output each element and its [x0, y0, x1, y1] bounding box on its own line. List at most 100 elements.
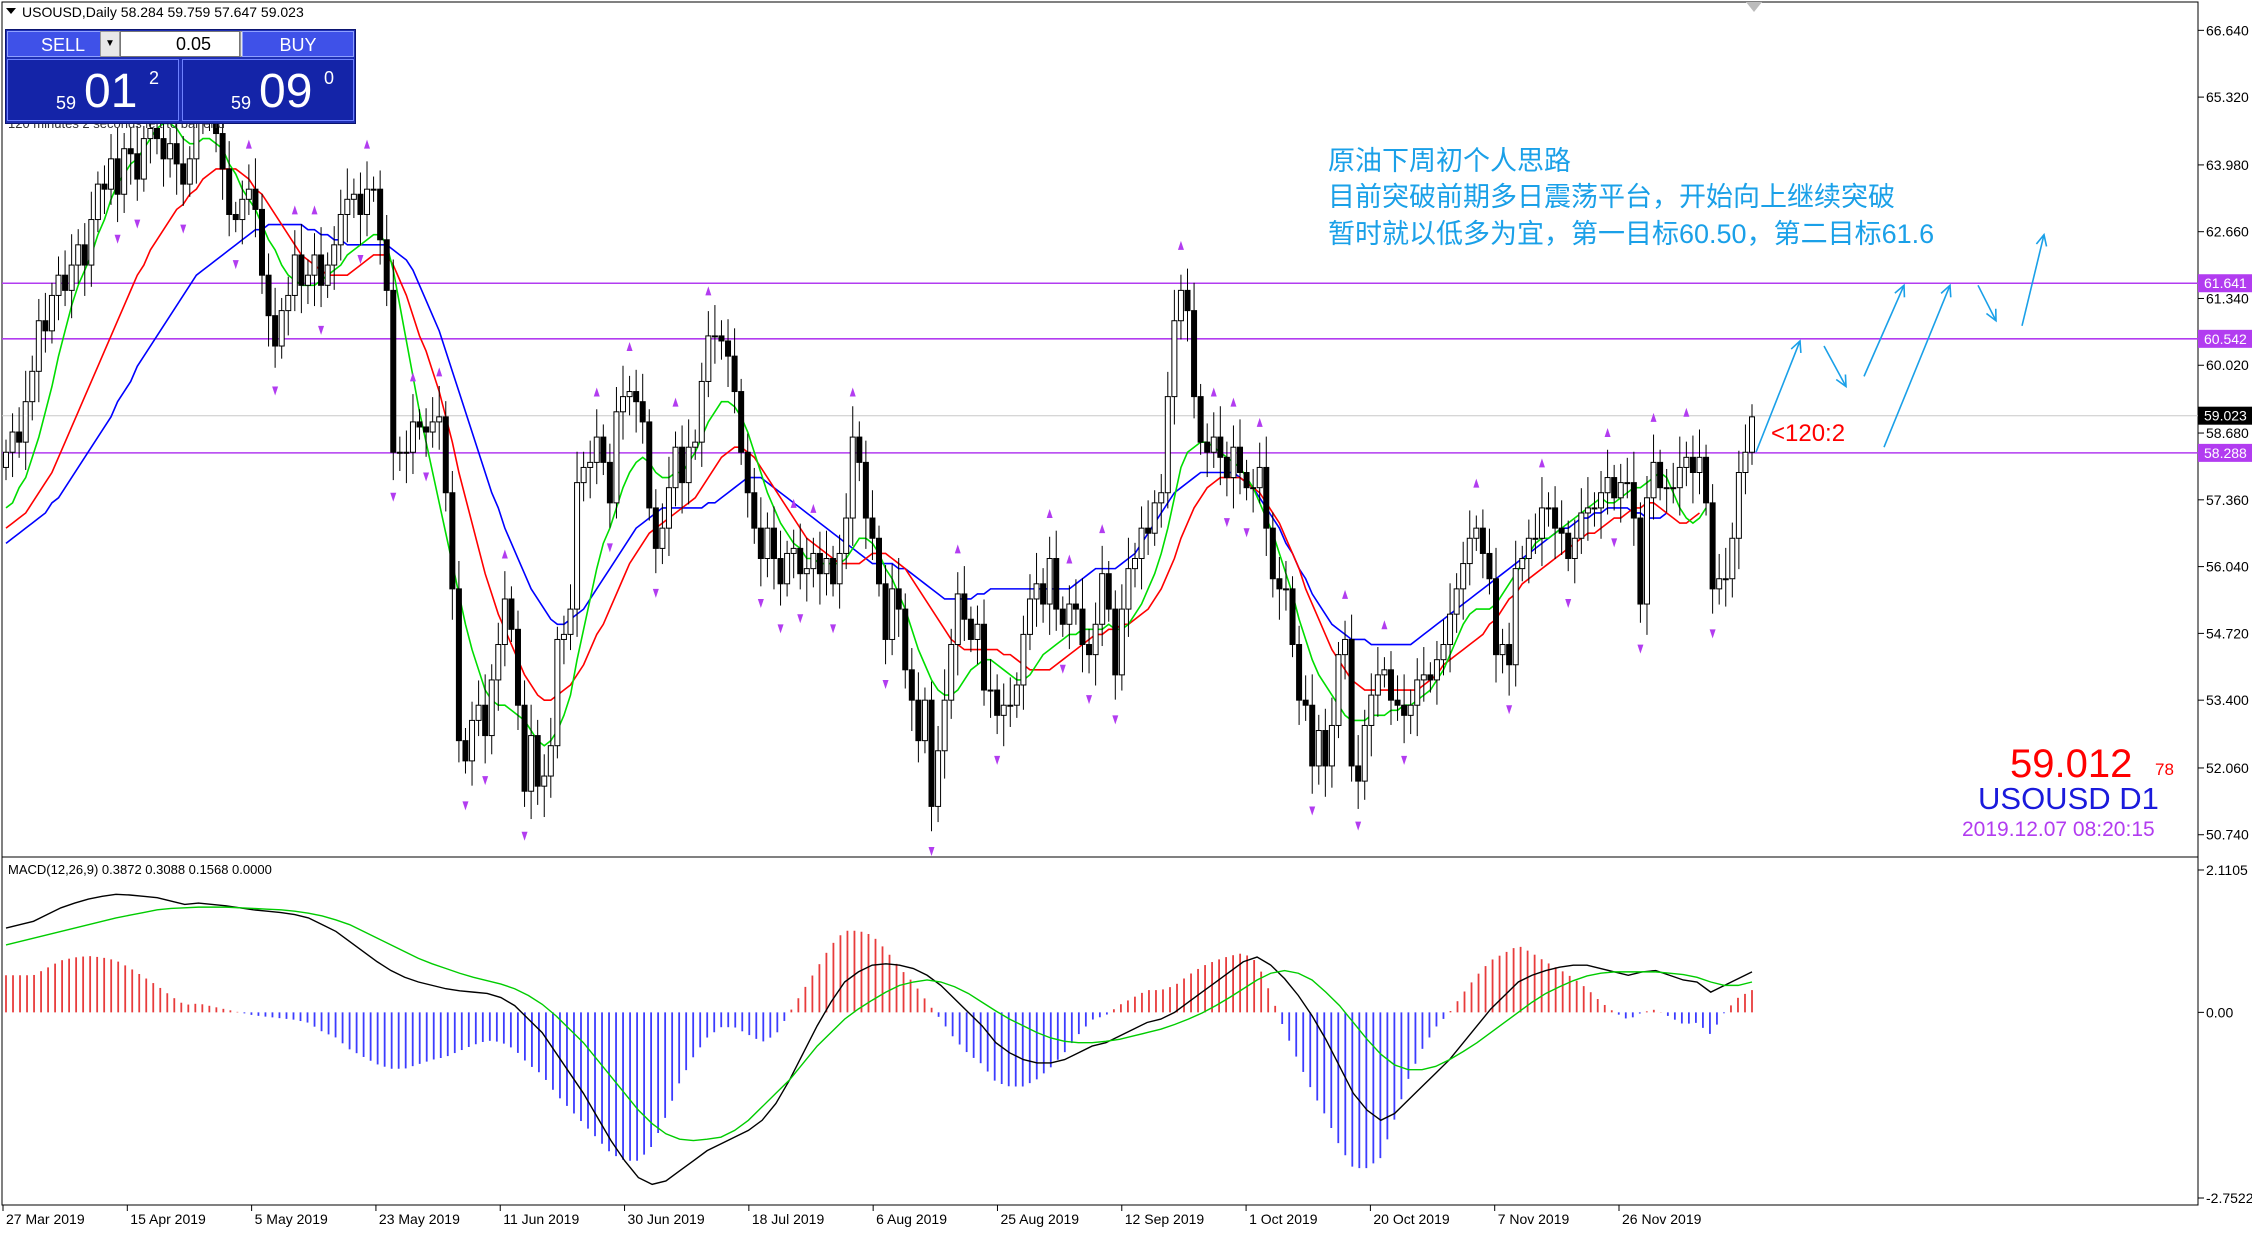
candle-body	[1617, 482, 1624, 499]
candle-body	[836, 552, 843, 585]
buy-price[interactable]: 59 09 0	[182, 59, 354, 121]
candle	[514, 610, 521, 731]
candle	[1676, 436, 1683, 516]
candle	[711, 305, 718, 364]
candle-body	[1525, 537, 1532, 560]
candle	[1591, 492, 1598, 527]
candle	[370, 176, 377, 202]
candle	[672, 431, 679, 507]
fractal-up-icon	[1230, 397, 1237, 407]
candle-body	[1460, 563, 1467, 590]
candle-body	[1079, 608, 1086, 646]
candle-body	[1394, 699, 1401, 706]
forecast-arrowhead-icon	[1790, 339, 1802, 353]
candle-body	[1328, 724, 1335, 767]
candle	[862, 440, 869, 549]
candle-body	[304, 274, 311, 286]
annotation-line-3: 暂时就以低多为宜，第一目标60.50，第二目标61.6	[1328, 219, 1934, 249]
candle	[232, 201, 239, 233]
fractal-up-icon	[1381, 620, 1388, 630]
candle-body	[48, 294, 55, 332]
candle	[1302, 675, 1309, 721]
candle	[508, 586, 515, 642]
candle-body	[606, 461, 613, 504]
annotation-line-1: 原油下周初个人思路	[1328, 146, 1571, 176]
candle	[1696, 429, 1703, 495]
candle-body	[1637, 517, 1644, 605]
fractal-up-icon	[1256, 417, 1263, 427]
candle	[961, 566, 968, 641]
sell-price[interactable]: 59 01 2	[7, 59, 179, 121]
fractal-down-icon	[1506, 705, 1513, 715]
fractal-up-icon	[1604, 428, 1611, 438]
candle	[1420, 647, 1427, 702]
candle-body	[1630, 482, 1637, 519]
candle	[423, 408, 430, 457]
candle	[534, 719, 541, 805]
candle-body	[679, 446, 686, 484]
candle-body	[718, 335, 725, 342]
candle	[1414, 658, 1421, 737]
fractal-down-icon	[462, 801, 469, 811]
candle	[1538, 477, 1545, 567]
candle-body	[1256, 466, 1263, 489]
candle-body	[1112, 608, 1119, 676]
candle	[705, 311, 712, 398]
candle	[882, 565, 889, 665]
candle	[180, 136, 187, 206]
candle-body	[55, 274, 62, 296]
candle	[1453, 573, 1460, 633]
candle	[1611, 464, 1618, 511]
candle	[541, 754, 548, 818]
candle	[1125, 537, 1132, 637]
candle-body	[770, 527, 777, 560]
candle	[652, 489, 659, 574]
y-tick-label: 54.720	[2206, 625, 2249, 641]
horizontal-levels	[2, 282, 2198, 454]
buy-button[interactable]: BUY	[242, 31, 354, 57]
buy-price-pip: 0	[324, 68, 335, 88]
candle-body	[777, 558, 784, 585]
y-tick-label: 61.340	[2206, 290, 2249, 306]
lot-decrease-icon[interactable]: ▼	[100, 31, 120, 57]
lot-size-input[interactable]: 0.05	[120, 31, 240, 57]
candle	[101, 165, 108, 214]
candle-body	[377, 188, 384, 241]
candle	[803, 537, 810, 602]
fractal-up-icon	[672, 397, 679, 407]
candle-body	[626, 391, 633, 398]
candle-body	[725, 340, 732, 357]
chart-shift-marker-icon[interactable]	[1746, 2, 1762, 12]
candle-body	[1026, 598, 1033, 635]
candle-body	[1565, 532, 1572, 560]
candle	[449, 470, 456, 620]
candle	[810, 537, 817, 588]
x-tick-label: 27 Mar 2019	[6, 1211, 85, 1227]
candle-body	[469, 719, 476, 762]
candle	[1598, 470, 1605, 539]
candle	[475, 680, 482, 737]
candle	[1493, 547, 1500, 683]
candle	[272, 287, 279, 368]
candle	[1703, 444, 1710, 516]
candle-body	[1493, 578, 1500, 656]
candle	[55, 256, 62, 321]
candle-body	[600, 436, 607, 463]
candle-body	[29, 370, 36, 403]
candle	[895, 558, 902, 637]
candle	[1322, 708, 1329, 797]
candle-body	[245, 188, 252, 200]
candle-body	[567, 608, 574, 635]
candle-body	[1184, 289, 1191, 312]
candle-body	[370, 188, 377, 191]
candle-body	[1217, 436, 1224, 458]
candle	[1217, 406, 1224, 486]
fractal-down-icon	[1223, 518, 1230, 528]
candle	[35, 298, 42, 403]
candle	[482, 674, 489, 764]
macd-y-tick-label: 2.1105	[2206, 862, 2248, 878]
candle-body	[1433, 659, 1440, 681]
fractal-up-icon	[1066, 554, 1073, 564]
candle-body	[1479, 527, 1486, 554]
sell-price-pip: 2	[149, 68, 160, 88]
